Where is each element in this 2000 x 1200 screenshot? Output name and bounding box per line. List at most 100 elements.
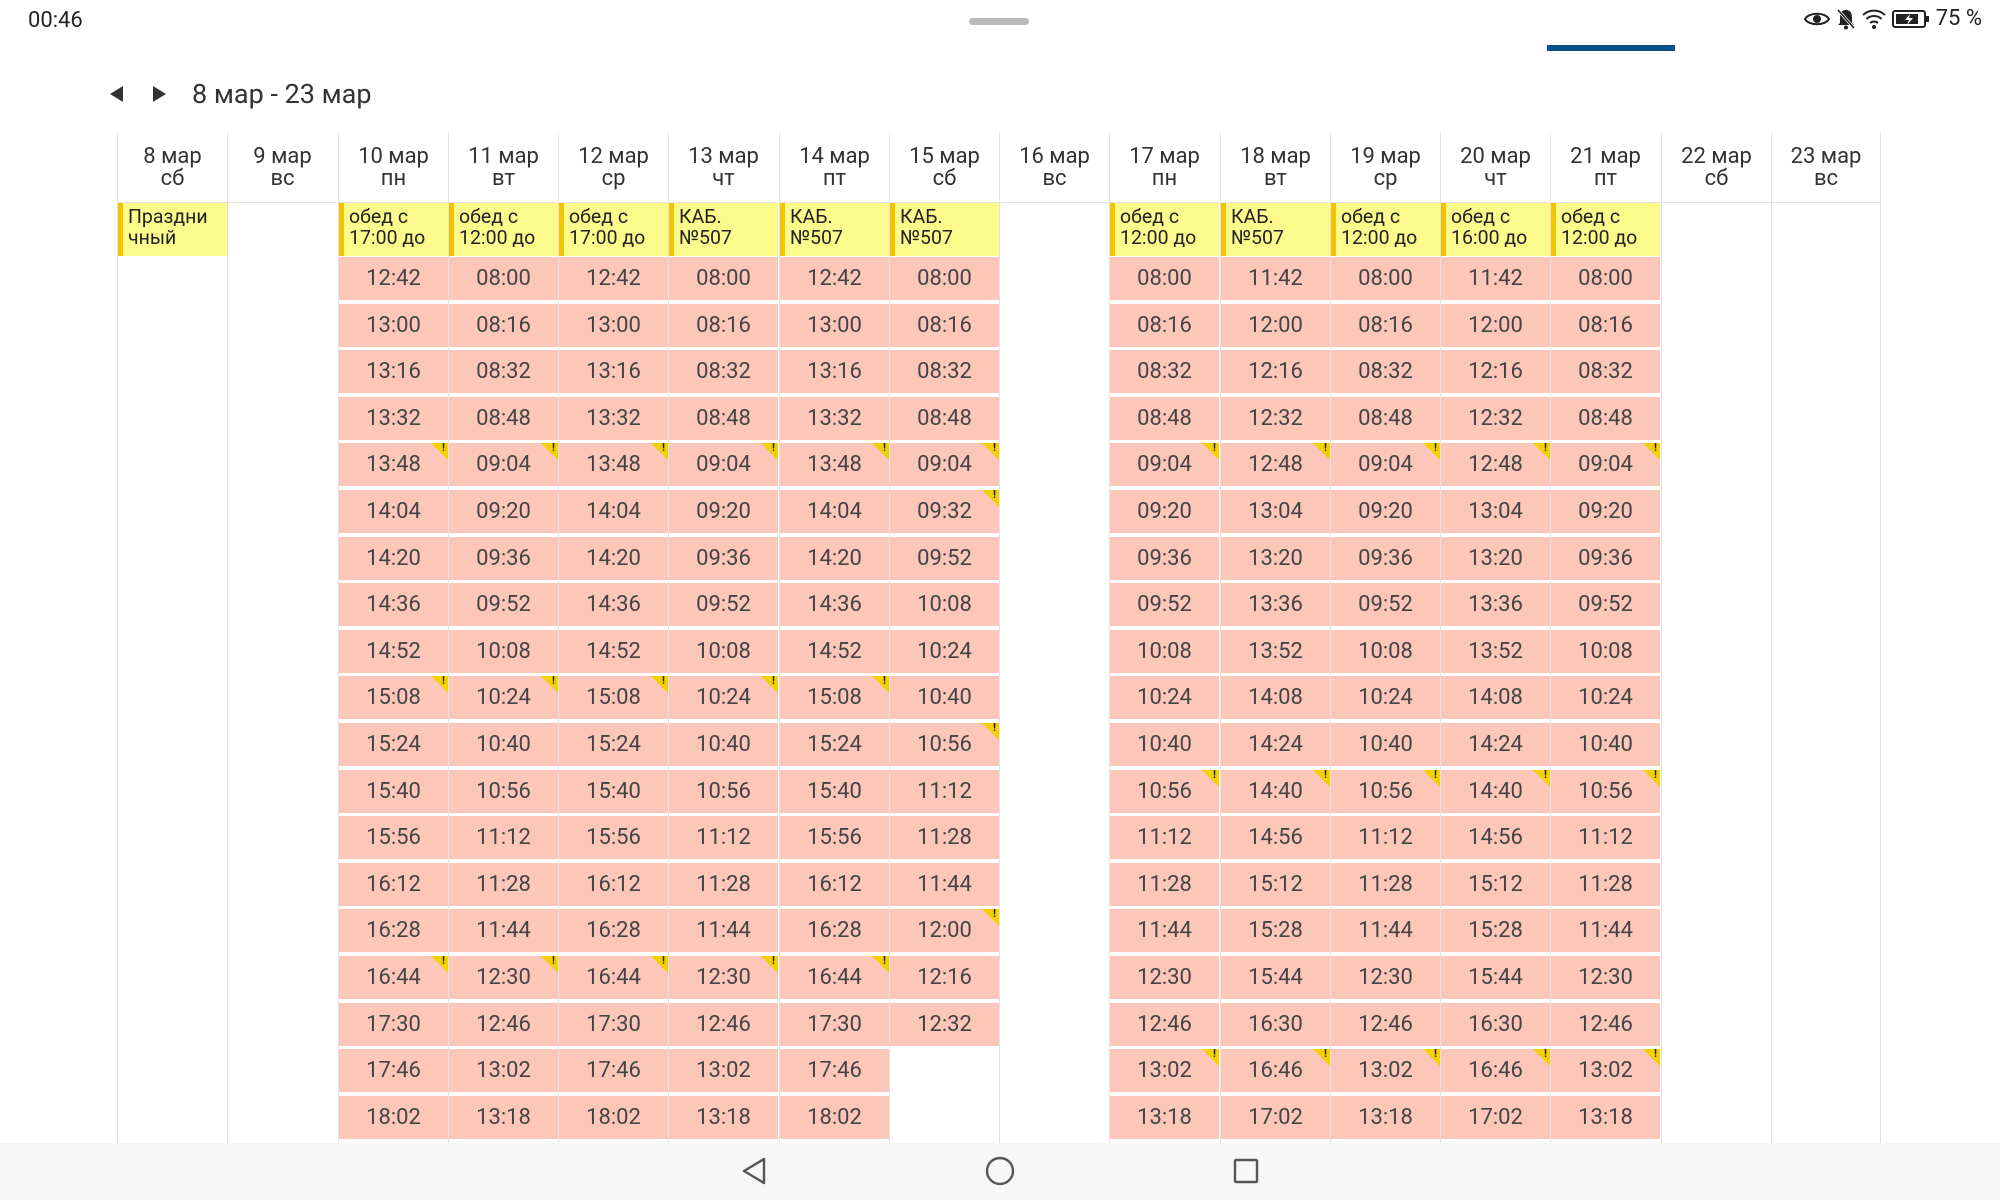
day-header[interactable]: 10 мар пн [339, 133, 448, 203]
time-slot[interactable]: 12:30 [449, 955, 558, 1001]
day-note[interactable]: КАБ. №507 [669, 203, 778, 256]
time-slot[interactable]: 14:24 [1441, 723, 1550, 768]
time-slot[interactable]: 13:32 [780, 397, 889, 442]
day-header[interactable]: 13 мар чт [669, 133, 778, 203]
time-slot[interactable]: 13:16 [559, 350, 668, 395]
time-slot[interactable]: 14:04 [780, 490, 889, 535]
time-slot[interactable]: 13:00 [780, 304, 889, 349]
time-slot[interactable]: 10:24 [1551, 676, 1660, 721]
time-slot[interactable]: 13:18 [1551, 1096, 1660, 1141]
time-slot[interactable]: 14:40 [1221, 769, 1330, 815]
time-slot[interactable]: 18:02 [339, 1096, 448, 1141]
time-slot[interactable]: 13:48 [780, 442, 889, 488]
time-slot[interactable]: 15:40 [339, 770, 448, 815]
time-slot[interactable]: 10:08 [1331, 630, 1440, 675]
time-slot[interactable]: 16:44 [780, 955, 889, 1001]
time-slot[interactable]: 09:52 [669, 583, 778, 628]
time-slot[interactable]: 10:40 [1110, 723, 1219, 768]
time-slot[interactable]: 15:24 [559, 723, 668, 768]
time-slot[interactable]: 10:56 [890, 722, 999, 768]
time-slot[interactable]: 18:02 [559, 1096, 668, 1141]
time-slot[interactable]: 15:56 [559, 816, 668, 861]
time-slot[interactable]: 09:52 [890, 537, 999, 582]
day-header[interactable]: 21 мар пт [1551, 133, 1660, 203]
time-slot[interactable]: 11:42 [1221, 257, 1330, 302]
day-note[interactable]: обед с 12:00 до [1551, 203, 1660, 256]
time-slot[interactable]: 13:18 [449, 1096, 558, 1141]
time-slot[interactable]: 15:24 [339, 723, 448, 768]
day-note[interactable]: КАБ. №507 [1221, 203, 1330, 256]
time-slot[interactable]: 14:36 [339, 583, 448, 628]
time-slot[interactable]: 09:04 [1110, 442, 1219, 488]
time-slot[interactable]: 13:02 [669, 1049, 778, 1094]
time-slot[interactable]: 09:52 [1551, 583, 1660, 628]
time-slot[interactable]: 14:36 [559, 583, 668, 628]
time-slot[interactable]: 12:48 [1441, 442, 1550, 488]
time-slot[interactable]: 11:12 [669, 816, 778, 861]
time-slot[interactable]: 17:30 [780, 1003, 889, 1048]
time-slot[interactable]: 13:32 [339, 397, 448, 442]
time-slot[interactable]: 09:52 [1110, 583, 1219, 628]
time-slot[interactable]: 11:44 [1110, 909, 1219, 954]
time-slot[interactable]: 15:56 [780, 816, 889, 861]
time-slot[interactable]: 17:30 [339, 1003, 448, 1048]
time-slot[interactable]: 08:16 [890, 304, 999, 349]
time-slot[interactable]: 13:04 [1221, 490, 1330, 535]
time-slot[interactable]: 08:48 [1110, 397, 1219, 442]
day-header[interactable]: 17 мар пн [1110, 133, 1219, 203]
time-slot[interactable]: 12:30 [1551, 956, 1660, 1001]
time-slot[interactable]: 09:36 [1331, 537, 1440, 582]
day-note[interactable]: КАБ. №507 [890, 203, 999, 256]
time-slot[interactable]: 09:52 [1331, 583, 1440, 628]
time-slot[interactable]: 16:12 [339, 863, 448, 908]
time-slot[interactable]: 10:08 [669, 630, 778, 675]
time-slot[interactable]: 08:00 [669, 257, 778, 302]
time-slot[interactable]: 09:32 [890, 489, 999, 535]
time-slot[interactable]: 14:04 [559, 490, 668, 535]
time-slot[interactable]: 12:00 [1221, 304, 1330, 349]
time-slot[interactable]: 09:04 [1331, 442, 1440, 488]
time-slot[interactable]: 14:40 [1441, 769, 1550, 815]
time-slot[interactable]: 08:32 [1551, 350, 1660, 395]
time-slot[interactable]: 14:08 [1441, 676, 1550, 721]
time-slot[interactable]: 14:04 [339, 490, 448, 535]
time-slot[interactable]: 14:20 [339, 537, 448, 582]
time-slot[interactable]: 10:08 [1551, 630, 1660, 675]
time-slot[interactable]: 10:08 [449, 630, 558, 675]
time-slot[interactable]: 15:08 [339, 675, 448, 721]
time-slot[interactable]: 12:32 [890, 1003, 999, 1048]
day-header[interactable]: 23 мар вс [1772, 133, 1880, 203]
time-slot[interactable]: 15:08 [559, 675, 668, 721]
time-slot[interactable]: 13:18 [1110, 1096, 1219, 1141]
time-slot[interactable]: 16:12 [559, 863, 668, 908]
time-slot[interactable]: 13:18 [1331, 1096, 1440, 1141]
time-slot[interactable]: 12:16 [890, 956, 999, 1001]
time-slot[interactable]: 17:02 [1221, 1096, 1330, 1141]
time-slot[interactable]: 16:28 [780, 909, 889, 954]
time-slot[interactable]: 08:48 [449, 397, 558, 442]
time-slot[interactable]: 12:42 [780, 257, 889, 302]
time-slot[interactable]: 13:36 [1221, 583, 1330, 628]
time-slot[interactable]: 10:56 [1110, 769, 1219, 815]
time-slot[interactable]: 12:46 [1551, 1003, 1660, 1048]
time-slot[interactable]: 08:00 [890, 257, 999, 302]
time-slot[interactable]: 11:44 [669, 909, 778, 954]
recent-apps-button[interactable] [1228, 1153, 1264, 1189]
time-slot[interactable]: 08:32 [449, 350, 558, 395]
time-slot[interactable]: 13:02 [1551, 1048, 1660, 1094]
time-slot[interactable]: 13:52 [1221, 630, 1330, 675]
drag-handle[interactable] [969, 18, 1029, 25]
day-note[interactable]: КАБ. №507 [780, 203, 889, 256]
time-slot[interactable]: 14:08 [1221, 676, 1330, 721]
time-slot[interactable]: 09:20 [1551, 490, 1660, 535]
time-slot[interactable]: 13:36 [1441, 583, 1550, 628]
next-week-button[interactable] [146, 81, 172, 107]
time-slot[interactable]: 13:18 [669, 1096, 778, 1141]
time-slot[interactable]: 08:16 [1331, 304, 1440, 349]
time-slot[interactable]: 10:40 [890, 676, 999, 721]
time-slot[interactable]: 10:56 [1331, 769, 1440, 815]
day-header[interactable]: 16 мар вс [1000, 133, 1109, 203]
time-slot[interactable]: 08:32 [1110, 350, 1219, 395]
time-slot[interactable]: 12:00 [1441, 304, 1550, 349]
time-slot[interactable]: 09:04 [449, 442, 558, 488]
